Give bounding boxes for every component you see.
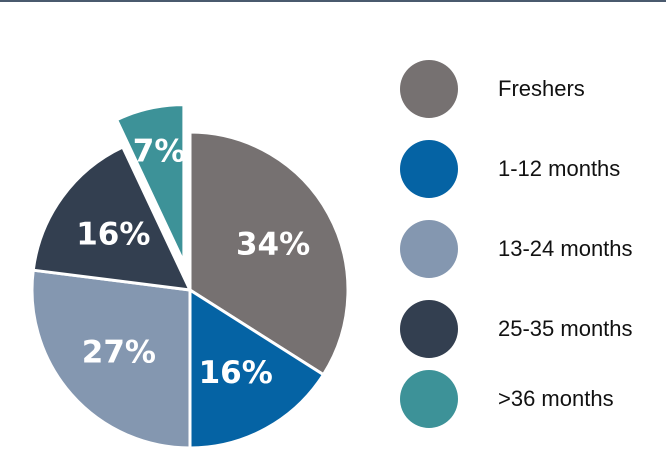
- pie-label-freshers: 34%: [236, 226, 310, 262]
- legend-item-13-24-months: 13-24 months: [400, 220, 666, 280]
- pie-slice-36-plus-months: [115, 103, 186, 265]
- pie-label-13-24-months: 27%: [82, 335, 156, 371]
- pie-slices: [30, 103, 350, 450]
- pie-chart: 34% 16% 27% 16% 7%: [30, 103, 350, 450]
- pie-slice-13-24-months: [30, 268, 192, 450]
- legend-swatch-25-35-months: [400, 300, 458, 358]
- pie-label-1-12-months: 16%: [199, 355, 273, 391]
- pie-label-25-35-months: 16%: [76, 216, 150, 252]
- legend-label-36-plus-months: >36 months: [498, 386, 614, 411]
- top-divider: [0, 0, 666, 2]
- legend-item-1-12-months: 1-12 months: [400, 140, 666, 200]
- legend-label-1-12-months: 1-12 months: [498, 156, 621, 181]
- legend-item-freshers: Freshers: [400, 60, 666, 120]
- legend-swatch-13-24-months: [400, 220, 458, 278]
- legend-label-25-35-months: 25-35 months: [498, 316, 633, 341]
- legend-swatch-1-12-months: [400, 140, 458, 198]
- legend-label-freshers: Freshers: [498, 76, 585, 101]
- pie-label-36-plus-months: 7%: [133, 134, 186, 170]
- pie-slice-25-35-months: [31, 145, 192, 292]
- pie-slice-labels: 34% 16% 27% 16% 7%: [76, 134, 310, 391]
- legend-item-25-35-months: 25-35 months: [400, 300, 666, 360]
- legend-item-36-plus-months: >36 months: [400, 370, 666, 430]
- legend-label-13-24-months: 13-24 months: [498, 236, 633, 261]
- pie-slice-1-12-months: [188, 288, 325, 450]
- legend-swatch-36-plus-months: [400, 370, 458, 428]
- legend-swatch-freshers: [400, 60, 458, 118]
